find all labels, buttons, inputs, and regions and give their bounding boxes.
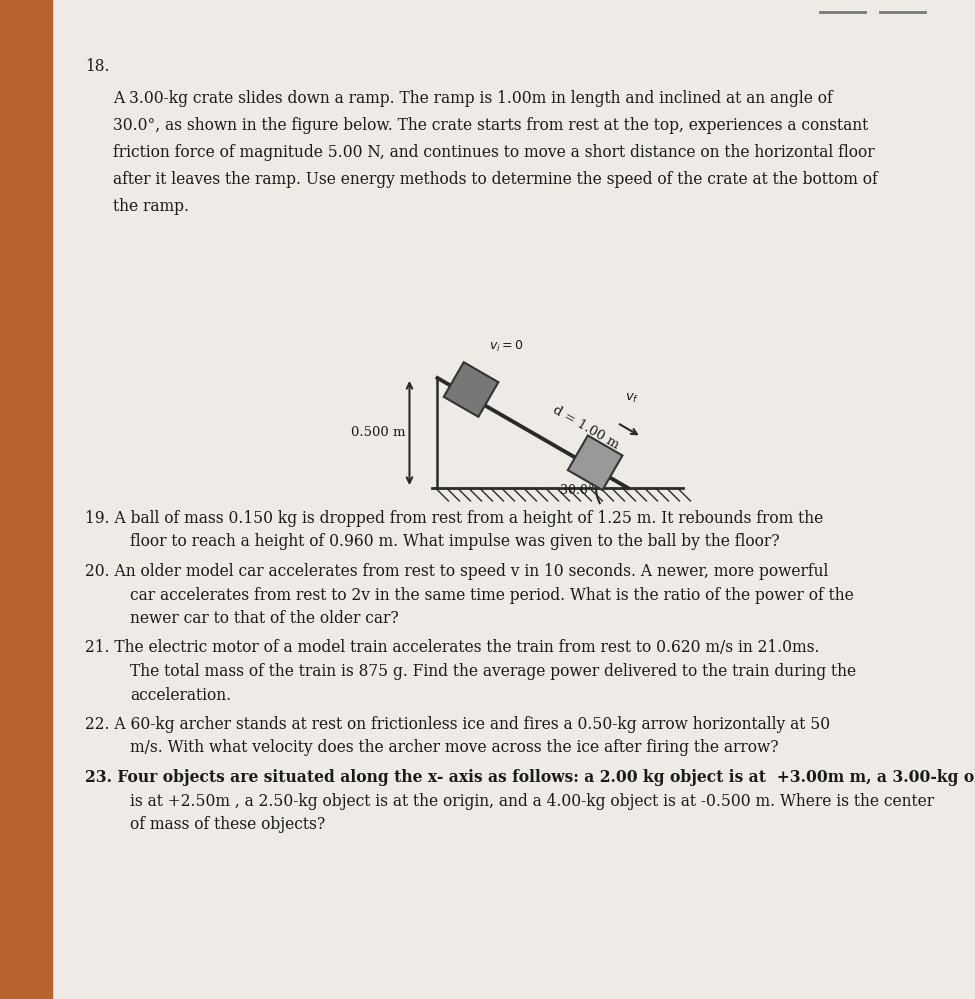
- Text: 30.0°, as shown in the figure below. The crate starts from rest at the top, expe: 30.0°, as shown in the figure below. The…: [113, 117, 869, 134]
- Text: 0.500 m: 0.500 m: [351, 427, 406, 440]
- Text: of mass of these objects?: of mass of these objects?: [130, 816, 326, 833]
- Text: acceleration.: acceleration.: [130, 686, 231, 703]
- Bar: [0, 0, 52, 999]
- Text: is at +2.50m , a 2.50-kg object is at the origin, and a 4.00-kg object is at -0.: is at +2.50m , a 2.50-kg object is at th…: [130, 792, 934, 809]
- Text: d = 1.00 m: d = 1.00 m: [551, 404, 621, 453]
- Text: car accelerates from rest to 2v in the same time period. What is the ratio of th: car accelerates from rest to 2v in the s…: [130, 586, 854, 603]
- Text: floor to reach a height of 0.960 m. What impulse was given to the ball by the fl: floor to reach a height of 0.960 m. What…: [130, 533, 780, 550]
- Text: the ramp.: the ramp.: [113, 198, 189, 215]
- Text: 20. An older model car accelerates from rest to speed v in 10 seconds. A newer, : 20. An older model car accelerates from …: [85, 563, 829, 580]
- Text: m/s. With what velocity does the archer move across the ice after firing the arr: m/s. With what velocity does the archer …: [130, 739, 779, 756]
- Text: after it leaves the ramp. Use energy methods to determine the speed of the crate: after it leaves the ramp. Use energy met…: [113, 171, 878, 188]
- Text: 23. Four objects are situated along the x- axis as follows: a 2.00 kg object is : 23. Four objects are situated along the …: [85, 769, 975, 786]
- Text: 30.0°: 30.0°: [560, 484, 594, 497]
- Text: newer car to that of the older car?: newer car to that of the older car?: [130, 610, 399, 627]
- Text: 18.: 18.: [85, 58, 109, 75]
- Polygon shape: [444, 363, 498, 417]
- Polygon shape: [567, 436, 622, 491]
- Text: 19. A ball of mass 0.150 kg is dropped from rest from a height of 1.25 m. It reb: 19. A ball of mass 0.150 kg is dropped f…: [85, 510, 823, 527]
- Text: A 3.00-kg crate slides down a ramp. The ramp is 1.00m in length and inclined at : A 3.00-kg crate slides down a ramp. The …: [113, 90, 833, 107]
- Text: The total mass of the train is 875 g. Find the average power delivered to the tr: The total mass of the train is 875 g. Fi…: [130, 663, 856, 680]
- Text: $v_f$: $v_f$: [625, 392, 640, 405]
- Text: 22. A 60-kg archer stands at rest on frictionless ice and fires a 0.50-kg arrow : 22. A 60-kg archer stands at rest on fri…: [85, 716, 830, 733]
- Text: 21. The electric motor of a model train accelerates the train from rest to 0.620: 21. The electric motor of a model train …: [85, 639, 820, 656]
- Text: $v_i = 0$: $v_i = 0$: [489, 340, 524, 355]
- Text: friction force of magnitude 5.00 N, and continues to move a short distance on th: friction force of magnitude 5.00 N, and …: [113, 144, 875, 161]
